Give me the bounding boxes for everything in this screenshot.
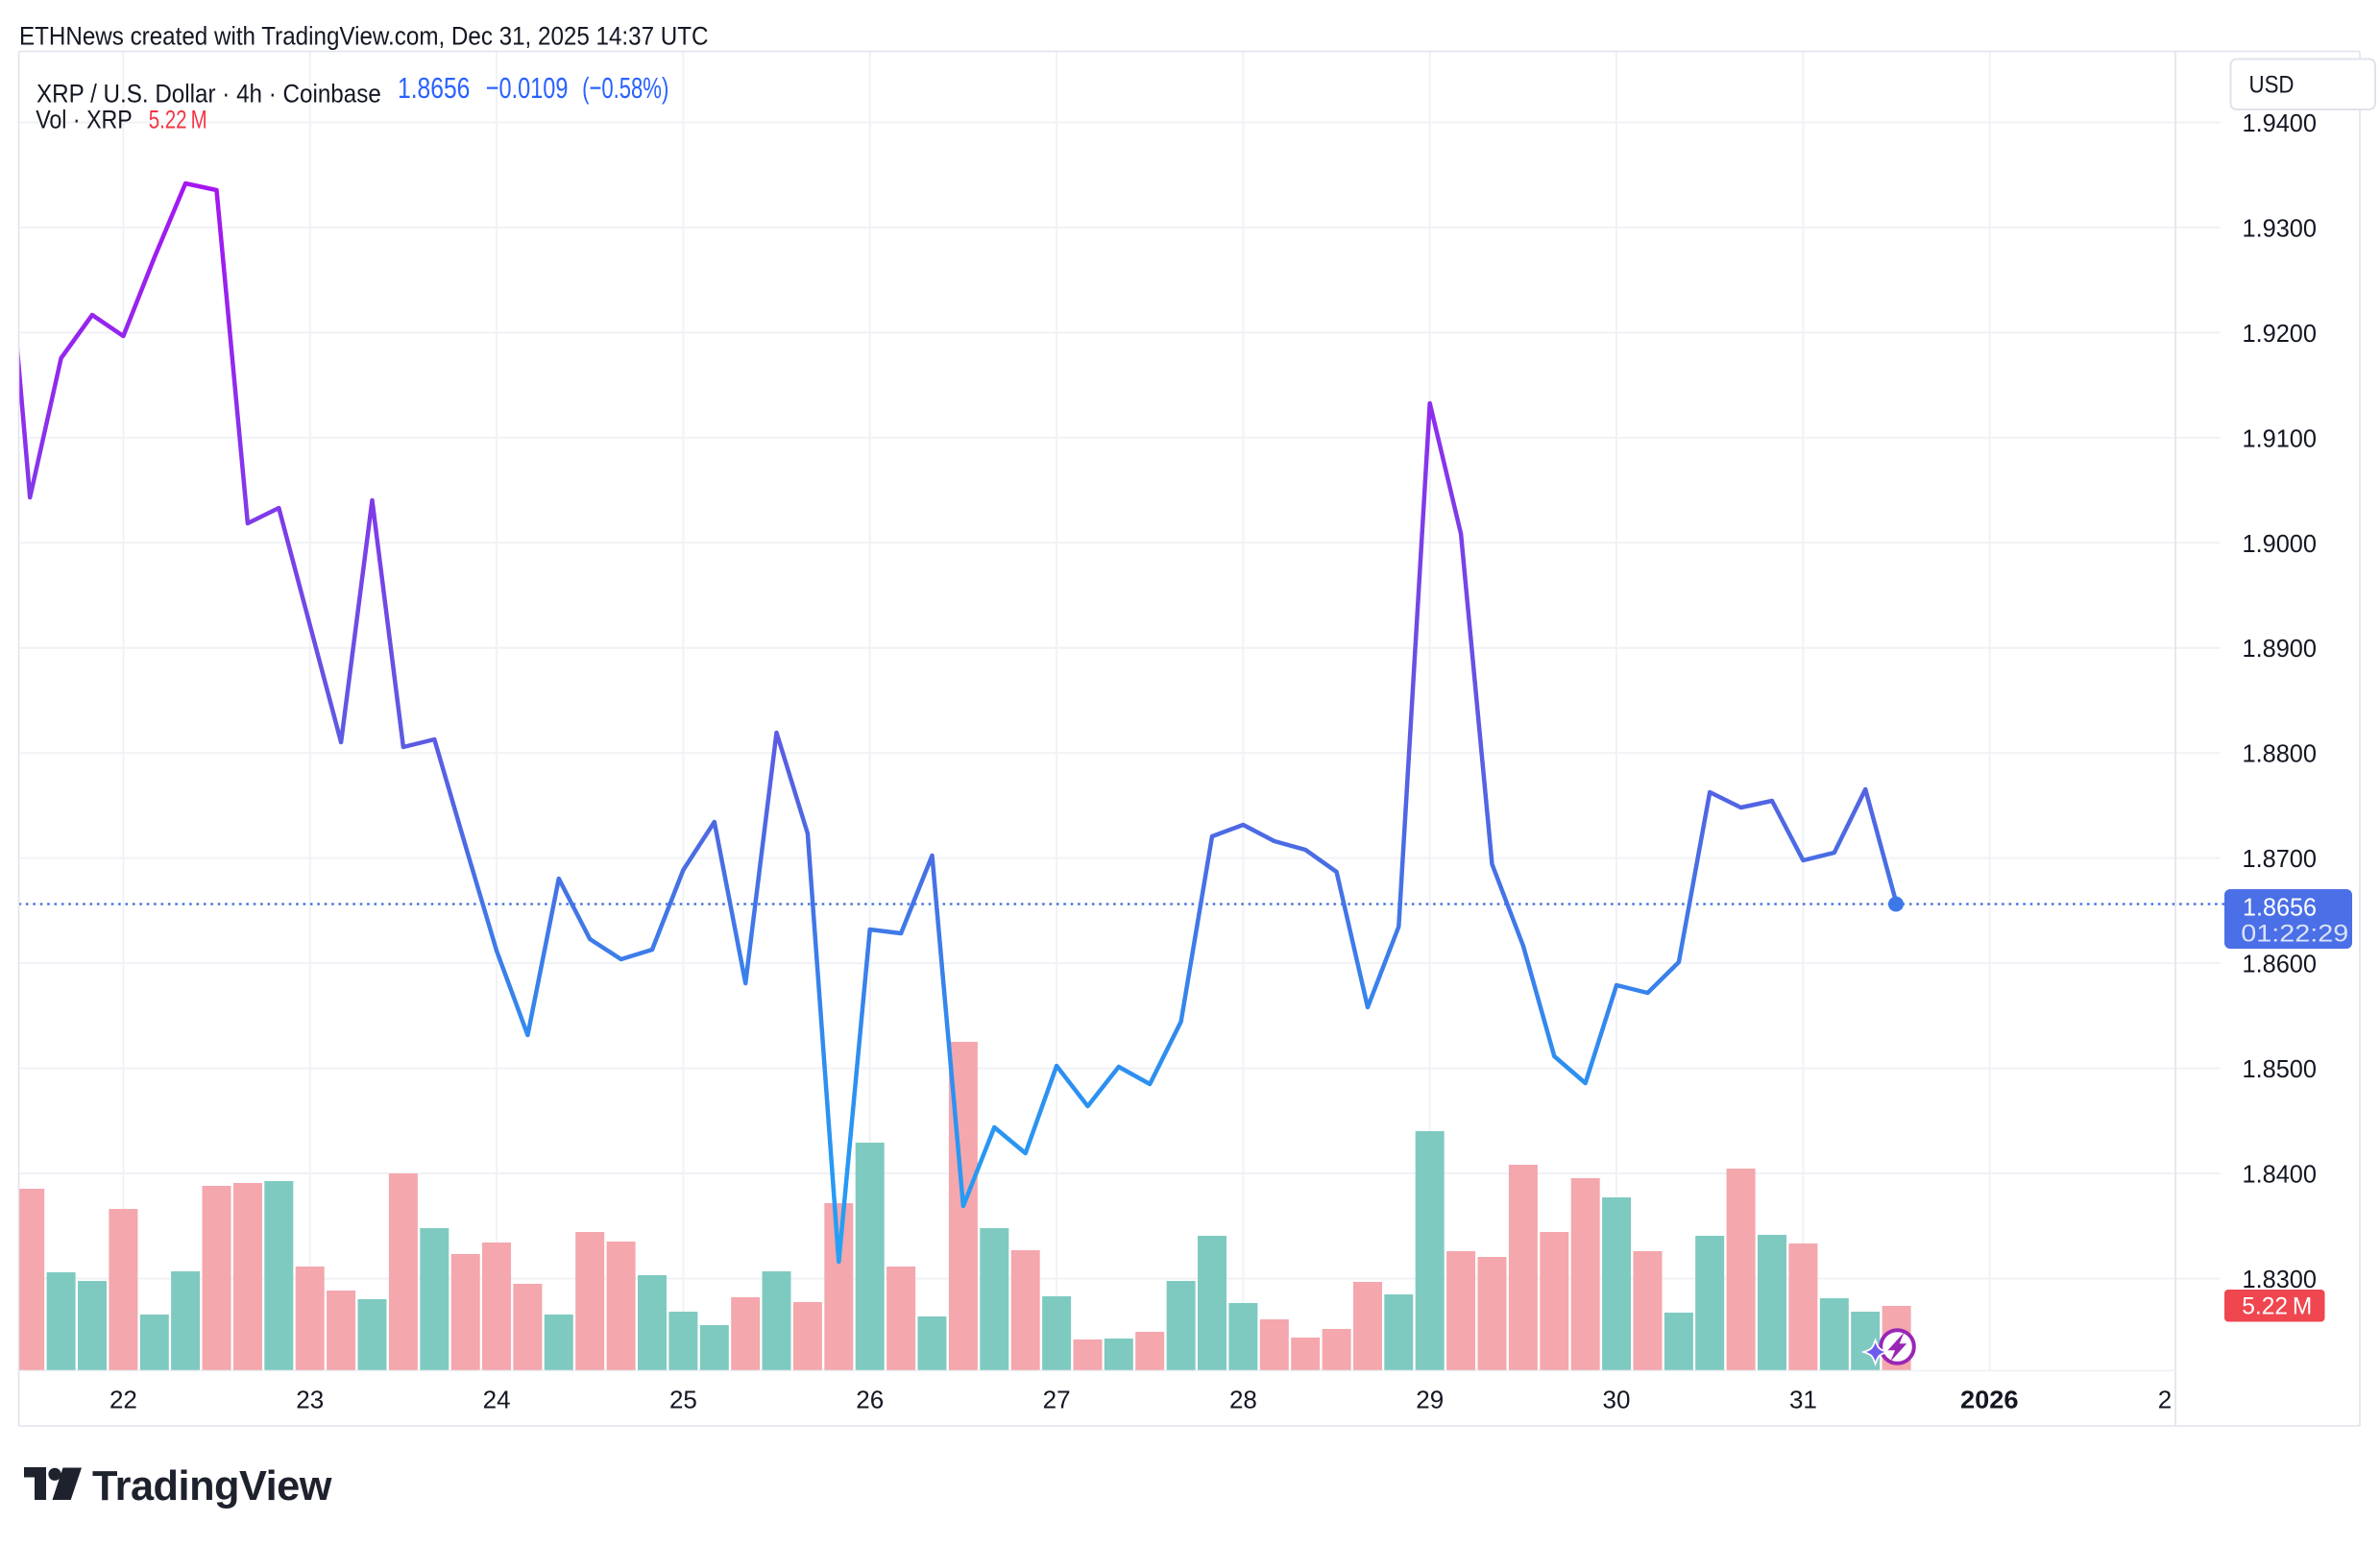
svg-text:1.9400: 1.9400 [2243,109,2318,137]
svg-text:USD: USD [2249,72,2295,99]
svg-text:26: 26 [856,1386,884,1414]
svg-text:1.8700: 1.8700 [2243,844,2318,873]
svg-text:1.8400: 1.8400 [2243,1160,2318,1189]
svg-text:31: 31 [1789,1386,1817,1414]
svg-text:23: 23 [296,1386,324,1414]
svg-text:30: 30 [1603,1386,1631,1414]
svg-text:1.8800: 1.8800 [2243,739,2318,768]
svg-text:24: 24 [483,1386,511,1414]
svg-text:1.9000: 1.9000 [2243,529,2318,558]
svg-text:ETHNews created with TradingVi: ETHNews created with TradingView.com, De… [19,21,709,50]
svg-text:29: 29 [1416,1386,1444,1414]
svg-text:Vol · XRP: Vol · XRP [36,106,133,134]
svg-text:1.9100: 1.9100 [2243,423,2318,452]
svg-text:25: 25 [669,1386,697,1414]
svg-text:(−0.58%): (−0.58%) [582,71,668,105]
svg-text:XRP / U.S. Dollar · 4h · Coinb: XRP / U.S. Dollar · 4h · Coinbase [36,79,381,108]
svg-text:01:22:29: 01:22:29 [2241,921,2348,948]
svg-text:22: 22 [109,1386,137,1414]
svg-text:5.22 M: 5.22 M [2242,1293,2312,1320]
svg-text:1.8500: 1.8500 [2243,1054,2318,1083]
svg-text:1.9200: 1.9200 [2243,319,2318,348]
svg-text:1.8656: 1.8656 [398,71,470,105]
svg-text:5.22 M: 5.22 M [149,106,207,134]
svg-text:27: 27 [1043,1386,1071,1414]
svg-text:2026: 2026 [1960,1386,2019,1414]
svg-text:28: 28 [1229,1386,1257,1414]
svg-text:2: 2 [2158,1386,2172,1414]
svg-text:1.8656: 1.8656 [2243,893,2317,922]
svg-text:1.9300: 1.9300 [2243,213,2318,242]
svg-text:1.8900: 1.8900 [2243,634,2318,663]
svg-text:1.8600: 1.8600 [2243,950,2318,978]
svg-text:−0.0109: −0.0109 [486,71,569,105]
svg-text:1.8300: 1.8300 [2243,1265,2318,1293]
svg-text:TradingView: TradingView [92,1462,332,1509]
